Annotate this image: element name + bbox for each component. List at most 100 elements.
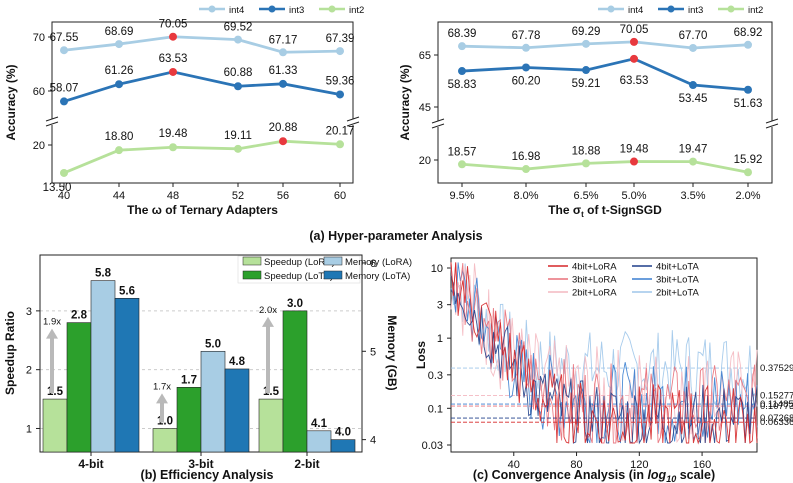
data-label-int3: 59.21 — [572, 78, 601, 90]
data-label-int2: 15.92 — [734, 154, 763, 166]
speedup-annotation: 2.0x — [259, 305, 277, 316]
data-point-int4 — [234, 35, 242, 44]
data-point-int4 — [522, 43, 530, 52]
x-tick-label: 52 — [232, 190, 244, 202]
bar-speeduplora — [42, 398, 68, 453]
y-tick-label: 3 — [437, 300, 443, 312]
bar-speeduplota — [176, 387, 202, 453]
data-point-int2 — [169, 143, 177, 152]
data-label-int3: 61.33 — [269, 65, 298, 77]
caption-c-sub: 10 — [666, 474, 676, 483]
legend-label-int3: int3 — [289, 5, 304, 16]
final-loss-label: 0.152771 — [760, 390, 793, 401]
legend-label-int4: int4 — [628, 5, 643, 16]
data-label-int3: 63.53 — [159, 53, 188, 65]
axis-break-gap-right — [766, 121, 778, 127]
legend-label: 2bit+LoTA — [656, 288, 700, 299]
axis-break-mark — [765, 123, 779, 129]
legend-swatch — [242, 270, 262, 280]
data-label-int2: 20.88 — [269, 122, 298, 134]
plot-frame — [437, 21, 773, 184]
bar-value-label: 1.5 — [263, 386, 280, 398]
legend-marker-int2 — [328, 5, 336, 13]
x-tick-label: 3.5% — [680, 190, 705, 202]
final-loss-label: 0.375296 — [760, 363, 793, 374]
bar-value-label: 4.8 — [229, 356, 246, 368]
x-tick-label: 44 — [113, 190, 125, 202]
axis-break-gap-left — [432, 121, 444, 127]
bar-speeduplora — [152, 428, 178, 453]
y-right-tick-label: 4 — [370, 435, 376, 447]
series-line-int3 — [461, 57, 749, 92]
data-label-int4: 67.78 — [512, 30, 541, 42]
data-label-int4: 67.39 — [326, 33, 355, 45]
data-point-int4 — [458, 42, 466, 51]
series-line-int2 — [63, 139, 341, 175]
x-tick-label: 5.0% — [621, 190, 646, 202]
legend-swatch — [323, 256, 343, 266]
bar-value-label: 1.0 — [157, 415, 173, 427]
series-line-int4 — [461, 40, 749, 50]
axis-break-mark — [45, 116, 59, 122]
series-line-int3 — [63, 70, 341, 103]
final-loss-label: 0.072686 — [760, 413, 793, 424]
bar-memorylora — [306, 430, 332, 453]
data-label-int2: 18.57 — [448, 146, 477, 158]
legend-label: Memory (LoTA) — [345, 271, 410, 282]
caption-c-prefix: (c) Convergence Analysis (in — [473, 468, 648, 482]
x-tick-label: 2-bit — [294, 457, 319, 471]
axis-break-gap-right — [347, 119, 359, 125]
panel-omega: 70 60 20 40 44 48 52 56 60 Accuracy (%) The ω of T… — [4, 5, 364, 217]
bar-value-label: 3.0 — [287, 298, 303, 310]
data-label-int2: 19.11 — [224, 130, 252, 142]
final-loss-label: 0.114853 — [760, 399, 793, 410]
axis-break-mark — [765, 118, 779, 124]
axis-break-mark — [45, 121, 59, 127]
data-point-int3 — [336, 90, 344, 99]
x-tick-label: 4-bit — [78, 457, 103, 471]
x-tick-label: 6.5% — [573, 190, 598, 202]
bar-memorylota — [330, 439, 356, 453]
legend-marker-int2 — [727, 5, 735, 13]
y-tick-label: 1 — [437, 333, 443, 345]
bar-value-label: 4.1 — [311, 418, 328, 430]
legend-label: 3bit+LoTA — [656, 275, 700, 286]
y-tick-label: 20 — [419, 155, 431, 167]
bar-memorylota — [224, 368, 250, 453]
x-tick-label: 56 — [277, 190, 289, 202]
data-point-int3 — [115, 80, 123, 89]
panel-convergence: 10 3 1 0.3 0.1 0.03 40 80 120 160 Loss 0.375296 0.15… — [414, 257, 793, 471]
data-label-int2: 13.50 — [43, 182, 72, 194]
data-point-int4 — [336, 47, 344, 56]
caption-c-log: log — [647, 468, 666, 482]
caption-b: (b) Efficiency Analysis — [141, 468, 274, 482]
legend-swatch — [323, 270, 343, 280]
legend-label-int2: int2 — [349, 5, 364, 16]
data-point-int3 — [689, 81, 697, 90]
x-tick-label: 160 — [693, 459, 711, 471]
data-point-int2 — [458, 160, 466, 169]
axis-break-mark — [431, 123, 445, 129]
legend-marker-int3 — [268, 5, 276, 13]
data-label-int3: 61.26 — [105, 65, 134, 77]
data-point-int2 — [60, 168, 68, 177]
bar-value-label: 5.6 — [119, 285, 135, 297]
series-line-int2 — [461, 160, 749, 174]
x-tick-label: 48 — [167, 190, 179, 202]
data-point-int3 — [522, 63, 530, 72]
series-line-int4 — [63, 35, 341, 54]
data-point-int3 — [169, 67, 177, 76]
speedup-arrow-head — [262, 316, 274, 327]
y-left-tick-label: 1 — [26, 423, 32, 435]
bar-value-label: 1.7 — [181, 374, 197, 386]
data-point-int4 — [169, 32, 177, 41]
data-label-int2: 19.48 — [620, 144, 649, 156]
bar-memorylora — [200, 350, 226, 453]
data-point-int2 — [234, 144, 242, 153]
bar-value-label: 1.5 — [47, 386, 64, 398]
legend-label-int4: int4 — [229, 5, 244, 16]
axis-break-mark — [346, 116, 360, 122]
legend-label-int2: int2 — [748, 5, 763, 16]
data-point-int3 — [582, 66, 590, 75]
y-right-axis-label: Memory (GB) — [385, 315, 399, 390]
